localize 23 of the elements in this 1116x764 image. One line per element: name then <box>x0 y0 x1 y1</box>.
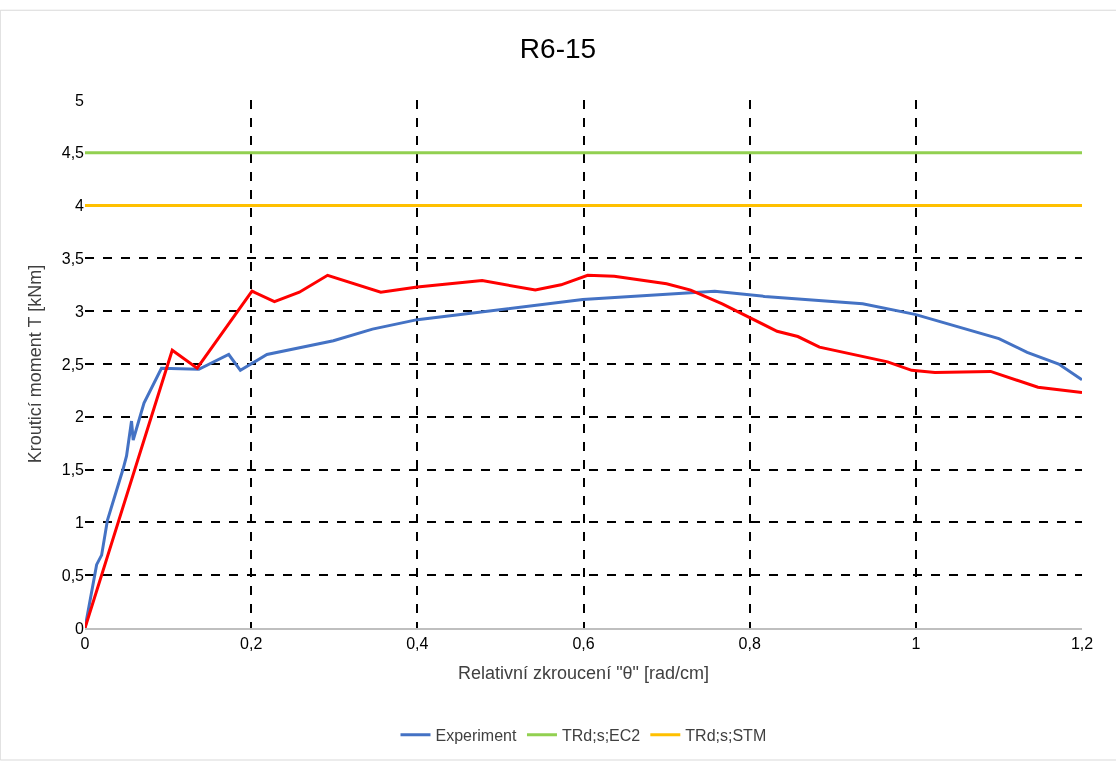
y-tick-label: 3 <box>75 302 85 320</box>
y-tick-label: 2,5 <box>61 355 85 373</box>
y-axis-title: Krouticí moment T [kNm] <box>24 264 45 464</box>
y-tick-label: 3,5 <box>61 250 85 267</box>
x-tick-label: 1,2 <box>1070 635 1094 653</box>
y-tick-label: 4 <box>75 197 85 215</box>
x-tick-label: 0,8 <box>738 635 761 653</box>
legend-label: TRd;s;STM <box>685 726 767 744</box>
y-tick-label: 5 <box>75 91 85 109</box>
y-tick-label: 2 <box>75 408 85 426</box>
legend-label: TRd;s;EC2 <box>561 726 641 744</box>
x-axis-title: Relativní zkroucení "θ" [rad/cm] <box>458 662 709 683</box>
y-tick-label: 1 <box>75 514 85 531</box>
x-tick-label: 0,2 <box>240 635 263 653</box>
y-tick-label: 0 <box>75 619 85 637</box>
x-tick-label: 0,4 <box>406 635 429 653</box>
x-tick-label: 1 <box>911 635 921 653</box>
legend-label: Experiment <box>435 726 517 744</box>
x-tick-label: 0,6 <box>572 635 595 653</box>
y-tick-label: 1,5 <box>61 461 85 479</box>
chart-title: R6-15 <box>519 32 597 64</box>
y-tick-label: 0,5 <box>61 566 85 584</box>
y-tick-label: 4,5 <box>61 144 85 162</box>
